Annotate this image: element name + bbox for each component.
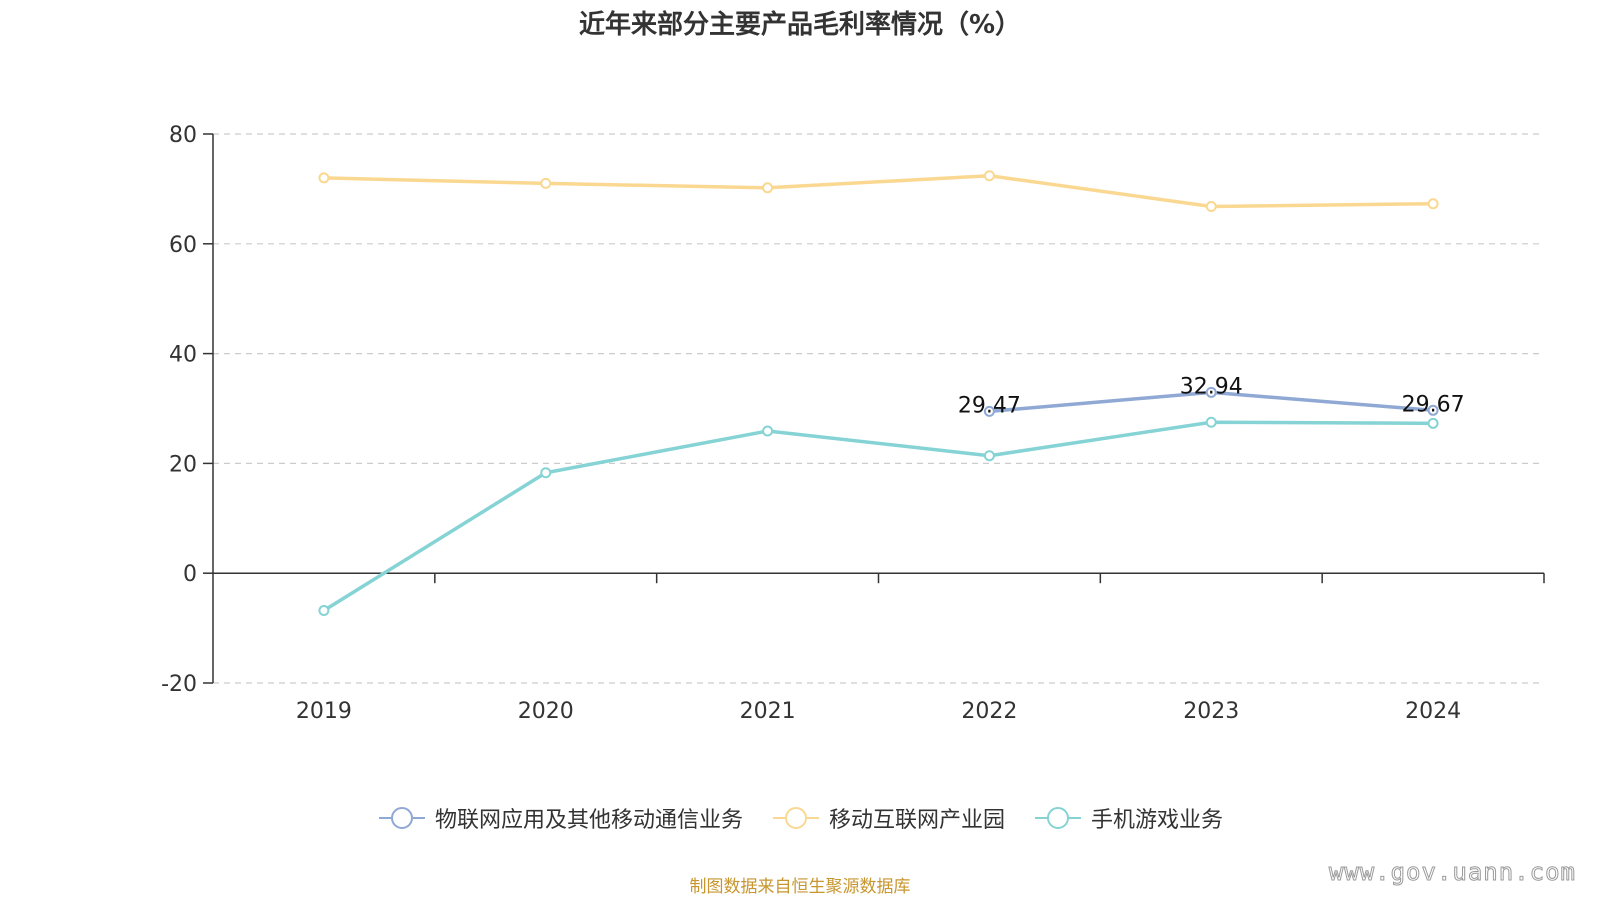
data-point	[762, 182, 774, 194]
y-axis-ticks: -20 0 20 40 60 80	[161, 123, 213, 697]
x-tick-label: 2020	[518, 699, 574, 724]
data-point	[1427, 417, 1439, 429]
data-point	[1205, 200, 1217, 212]
legend-marker-park	[772, 807, 819, 829]
grid-lines	[213, 133, 1544, 684]
data-point	[318, 172, 330, 184]
legend-label-park: 移动互联网产业园	[828, 808, 1005, 833]
line-chart: -20 0 20 40 60 80 2019 2020 2021 2022 2023 2024 29…	[161, 123, 1545, 724]
data-point	[540, 177, 552, 189]
y-tick-label: 40	[169, 343, 197, 368]
data-point	[540, 467, 552, 479]
legend-marker-iot	[378, 807, 425, 829]
data-point	[318, 605, 330, 617]
series-line-2	[322, 420, 1434, 613]
legend: 物联网应用及其他移动通信业务 移动互联网产业园 手机游戏业务	[0, 802, 1600, 834]
data-source-note: 制图数据来自恒生聚源数据库	[689, 877, 911, 897]
data-label: 29.47	[958, 393, 1021, 418]
chart-title: 近年来部分主要产品毛利率情况（%）	[578, 10, 1022, 40]
data-label: 32.94	[1180, 374, 1243, 399]
data-point	[1427, 198, 1439, 210]
data-labels: 29.47 32.94 29.67	[958, 374, 1465, 418]
data-point	[983, 450, 995, 462]
y-tick-label: 20	[169, 452, 197, 477]
axes	[212, 134, 1544, 683]
x-axis-ticks: 2019 2020 2021 2022 2023 2024	[296, 573, 1545, 724]
watermark: www.gov.uann.com	[1328, 858, 1576, 887]
series-group	[318, 170, 1439, 617]
legend-item-park[interactable]: 移动互联网产业园	[771, 802, 1005, 834]
y-tick-label: 60	[169, 233, 197, 258]
data-point	[983, 405, 995, 417]
y-tick-label: 0	[183, 562, 197, 587]
data-point	[983, 170, 995, 182]
x-tick-label: 2024	[1405, 699, 1461, 724]
x-tick-label: 2022	[961, 699, 1017, 724]
data-point	[762, 425, 774, 437]
legend-label-games: 手机游戏业务	[1091, 808, 1224, 833]
y-tick-label: 80	[169, 123, 197, 148]
data-label: 29.67	[1402, 392, 1465, 417]
series-line-1	[323, 173, 1434, 209]
x-tick-label: 2023	[1183, 699, 1239, 724]
x-tick-label: 2021	[740, 699, 796, 724]
y-tick-label: -20	[161, 672, 197, 697]
legend-item-games[interactable]: 手机游戏业务	[1033, 802, 1223, 834]
data-point	[1205, 416, 1217, 428]
data-point	[1427, 404, 1439, 416]
legend-label-iot: 物联网应用及其他移动通信业务	[434, 808, 743, 833]
legend-marker-games	[1035, 807, 1081, 829]
x-tick-label: 2019	[296, 699, 352, 724]
data-point	[1205, 386, 1217, 398]
legend-item-iot[interactable]: 物联网应用及其他移动通信业务	[377, 802, 743, 834]
